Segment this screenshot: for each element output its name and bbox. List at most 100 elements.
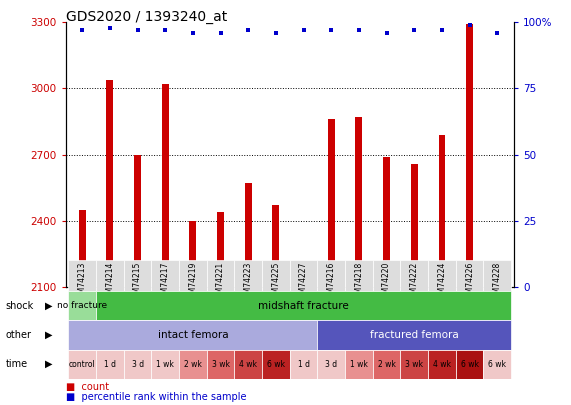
Bar xyxy=(106,80,114,287)
Bar xyxy=(190,221,196,287)
Text: GSM74224: GSM74224 xyxy=(437,262,447,303)
Bar xyxy=(179,260,207,291)
Bar xyxy=(345,350,373,379)
Bar xyxy=(69,291,96,320)
Text: GSM74215: GSM74215 xyxy=(133,262,142,303)
Bar xyxy=(428,260,456,291)
Text: 1 d: 1 d xyxy=(104,360,116,369)
Bar xyxy=(79,210,86,287)
Text: fractured femora: fractured femora xyxy=(370,330,459,340)
Text: 6 wk: 6 wk xyxy=(267,360,285,369)
Bar xyxy=(69,260,96,291)
Text: ■  count: ■ count xyxy=(66,382,109,392)
Bar xyxy=(428,350,456,379)
Text: intact femora: intact femora xyxy=(158,330,228,340)
Text: GSM74226: GSM74226 xyxy=(465,262,474,303)
Bar xyxy=(96,350,124,379)
Point xyxy=(299,27,308,34)
Bar xyxy=(179,350,207,379)
Bar xyxy=(456,260,484,291)
Point xyxy=(106,24,115,31)
Point xyxy=(355,27,364,34)
Text: 2 wk: 2 wk xyxy=(184,360,202,369)
Bar xyxy=(456,350,484,379)
Point xyxy=(410,27,419,34)
Text: ■  percentile rank within the sample: ■ percentile rank within the sample xyxy=(66,392,246,402)
Point xyxy=(437,27,447,34)
Bar xyxy=(162,84,169,287)
Point xyxy=(78,27,87,34)
Bar xyxy=(207,350,235,379)
Bar xyxy=(328,119,335,287)
Point xyxy=(188,30,198,36)
Bar xyxy=(290,350,317,379)
Text: GSM74217: GSM74217 xyxy=(161,262,170,303)
Text: GSM74222: GSM74222 xyxy=(410,262,419,303)
Text: ▶: ▶ xyxy=(45,330,53,340)
Bar xyxy=(245,183,252,287)
Point xyxy=(160,27,170,34)
Bar xyxy=(317,260,345,291)
Bar xyxy=(272,205,279,287)
Text: 3 d: 3 d xyxy=(131,360,144,369)
Text: GDS2020 / 1393240_at: GDS2020 / 1393240_at xyxy=(66,10,227,24)
Text: GSM74219: GSM74219 xyxy=(188,262,198,303)
Text: 1 wk: 1 wk xyxy=(350,360,368,369)
Text: GSM74218: GSM74218 xyxy=(355,262,364,303)
Text: 6 wk: 6 wk xyxy=(461,360,478,369)
Bar xyxy=(373,350,400,379)
Point xyxy=(327,27,336,34)
Bar xyxy=(400,350,428,379)
Text: time: time xyxy=(6,359,28,369)
Bar xyxy=(235,350,262,379)
Bar xyxy=(262,260,290,291)
Bar xyxy=(494,274,501,287)
Bar xyxy=(235,260,262,291)
Text: GSM74220: GSM74220 xyxy=(382,262,391,303)
Bar xyxy=(466,24,473,287)
Bar xyxy=(484,350,511,379)
Text: ▶: ▶ xyxy=(45,359,53,369)
Text: 3 wk: 3 wk xyxy=(405,360,423,369)
Text: 1 d: 1 d xyxy=(297,360,309,369)
Text: GSM74213: GSM74213 xyxy=(78,262,87,303)
Bar xyxy=(290,260,317,291)
Text: GSM74223: GSM74223 xyxy=(244,262,253,303)
Bar xyxy=(345,260,373,291)
Text: 1 wk: 1 wk xyxy=(156,360,174,369)
Text: GSM74225: GSM74225 xyxy=(271,262,280,303)
Bar xyxy=(69,320,317,350)
Text: 3 d: 3 d xyxy=(325,360,337,369)
Bar xyxy=(262,350,290,379)
Text: GSM74228: GSM74228 xyxy=(493,262,502,303)
Bar xyxy=(124,350,151,379)
Text: GSM74227: GSM74227 xyxy=(299,262,308,303)
Text: 4 wk: 4 wk xyxy=(433,360,451,369)
Text: ▶: ▶ xyxy=(45,301,53,311)
Point xyxy=(244,27,253,34)
Text: GSM74214: GSM74214 xyxy=(106,262,114,303)
Text: no fracture: no fracture xyxy=(57,301,107,310)
Text: midshaft fracture: midshaft fracture xyxy=(258,301,349,311)
Text: 6 wk: 6 wk xyxy=(488,360,506,369)
Text: other: other xyxy=(6,330,32,340)
Text: GSM74216: GSM74216 xyxy=(327,262,336,303)
Point xyxy=(271,30,280,36)
Bar xyxy=(151,260,179,291)
Bar xyxy=(207,260,235,291)
Bar xyxy=(134,155,141,287)
Bar xyxy=(300,281,307,287)
Text: GSM74221: GSM74221 xyxy=(216,262,225,303)
Bar xyxy=(411,164,418,287)
Bar xyxy=(217,212,224,287)
Text: 3 wk: 3 wk xyxy=(212,360,230,369)
Bar xyxy=(373,260,400,291)
Text: 4 wk: 4 wk xyxy=(239,360,258,369)
Bar xyxy=(383,157,390,287)
Point xyxy=(382,30,391,36)
Point xyxy=(216,30,225,36)
Text: shock: shock xyxy=(6,301,34,311)
Point xyxy=(493,30,502,36)
Bar xyxy=(317,350,345,379)
Bar xyxy=(124,260,151,291)
